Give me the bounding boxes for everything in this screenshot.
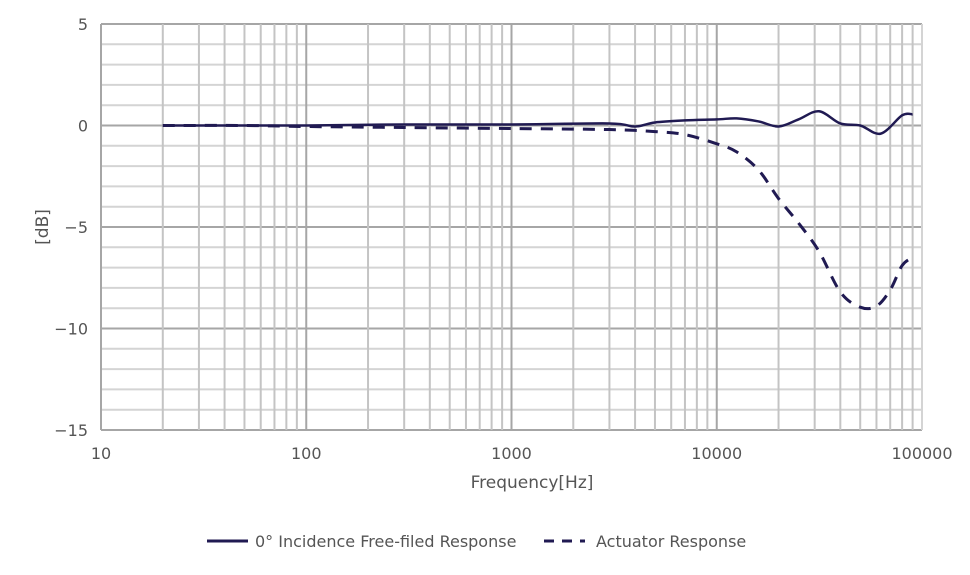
free-field-response-line	[162, 110, 913, 136]
legend: 0° Incidence Free-filed Response Actuato…	[207, 532, 746, 551]
y-tick-label: −15	[54, 421, 88, 440]
y-ticks: 5 0 −5 −10 −15	[54, 15, 88, 440]
grid	[100, 23, 923, 431]
legend-label-solid: 0° Incidence Free-filed Response	[255, 532, 516, 551]
x-tick-label: 100	[291, 444, 322, 463]
actuator-response-line	[162, 123, 914, 311]
x-tick-label: 10	[91, 444, 111, 463]
y-axis-label: [dB]	[33, 209, 53, 245]
x-tick-label: 10000	[691, 444, 742, 463]
x-axis-label: Frequency[Hz]	[471, 473, 594, 493]
x-tick-label: 100000	[891, 444, 952, 463]
x-ticks: 10 100 1000 10000 100000	[91, 444, 953, 463]
y-tick-label: 0	[78, 117, 88, 136]
y-tick-label: −5	[64, 218, 88, 237]
legend-label-dashed: Actuator Response	[596, 532, 746, 551]
y-tick-label: 5	[78, 15, 88, 34]
x-tick-label: 1000	[491, 444, 532, 463]
y-tick-label: −10	[54, 320, 88, 339]
series-lines	[162, 110, 914, 311]
